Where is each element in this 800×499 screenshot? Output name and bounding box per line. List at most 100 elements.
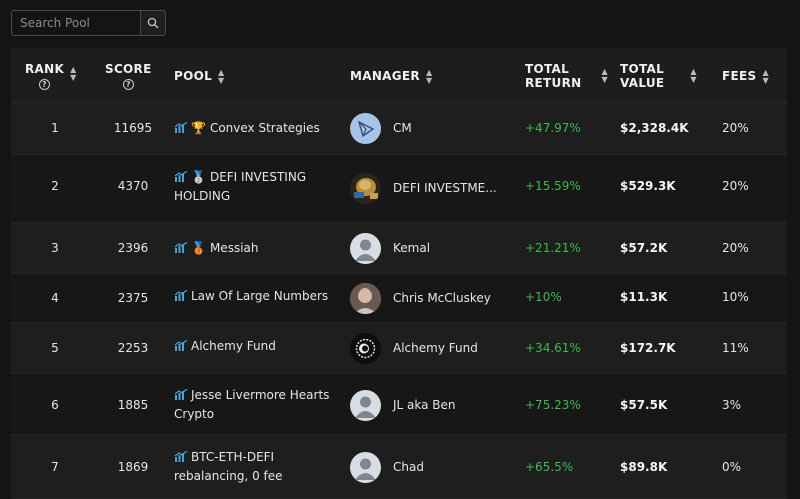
user-icon — [355, 239, 376, 261]
chart-icon — [174, 389, 188, 400]
total-return-cell: +34.61% — [525, 341, 581, 355]
pool-name: rebalancing, 0 fee — [174, 469, 283, 483]
manager-cell[interactable]: Chris McCluskey — [350, 283, 491, 314]
rank-cell: 1 — [51, 121, 59, 135]
score-cell: 1869 — [117, 460, 149, 474]
header-manager-label: MANAGER — [350, 69, 420, 83]
manager-name: JL aka Ben — [393, 398, 456, 412]
chart-icon — [174, 451, 188, 462]
fees-cell: 20% — [722, 241, 749, 255]
manager-cell[interactable]: CM — [350, 113, 412, 144]
header-score[interactable]: SCORE ? — [105, 62, 152, 90]
header-rank-label: RANK — [25, 62, 65, 76]
total-value-cell: $172.7K — [620, 341, 676, 355]
total-value-cell: $529.3K — [620, 179, 676, 193]
avatar — [350, 113, 381, 144]
fees-cell: 0% — [722, 460, 742, 474]
avatar — [350, 333, 381, 364]
fees-cell: 3% — [722, 398, 742, 412]
manager-name: Kemal — [393, 241, 431, 255]
search-input[interactable] — [11, 10, 141, 36]
chart-icon — [174, 242, 188, 253]
total-return-cell: +21.21% — [525, 241, 581, 255]
pool-name: Convex Strategies — [209, 121, 320, 135]
pool-cell[interactable]: Alchemy Fund — [174, 337, 339, 356]
pools-table: RANK ? ▲ ▼ SCORE ? POOL ▲ ▼ MANAGER ▲ ▼ TOT… — [11, 48, 787, 499]
total-value-cell: $89.8K — [620, 460, 668, 474]
score-cell: 11695 — [113, 121, 153, 135]
search-icon — [147, 17, 159, 29]
manager-cell[interactable]: DEFI INVESTME... — [350, 173, 497, 204]
table-row[interactable]: 4 2375 Law Of Large Numbers Chris McClus… — [11, 274, 787, 323]
table-row[interactable]: 1 11695 🏆 Convex Strategies CM +47.97% $2… — [11, 103, 787, 155]
total-return-cell: +47.97% — [525, 121, 581, 135]
pool-name: Law Of Large Numbers — [191, 289, 329, 303]
header-pool[interactable]: POOL ▲ ▼ — [174, 69, 225, 85]
table-row[interactable]: 7 1869 BTC-ETH-DEFI rebalancing, 0 fee C… — [11, 435, 787, 499]
fees-cell: 20% — [722, 179, 749, 193]
score-cell: 2396 — [117, 241, 149, 255]
chart-icon — [174, 122, 188, 133]
total-value-cell: $11.3K — [620, 290, 668, 304]
header-fees[interactable]: FEES ▲ ▼ — [722, 69, 769, 85]
pool-cell[interactable]: BTC-ETH-DEFI rebalancing, 0 fee — [174, 448, 339, 486]
help-icon[interactable]: ? — [122, 79, 134, 90]
chart-icon — [174, 340, 188, 351]
sort-icon[interactable]: ▲ ▼ — [70, 65, 77, 82]
sort-icon[interactable]: ▲ ▼ — [218, 68, 225, 85]
pool-cell[interactable]: Jesse Livermore Hearts Crypto — [174, 386, 339, 424]
pool-name: Jesse Livermore Hearts — [191, 388, 330, 402]
avatar — [350, 452, 381, 483]
sort-icon[interactable]: ▲ ▼ — [690, 67, 697, 84]
header-fees-label: FEES — [722, 69, 757, 83]
total-return-cell: +15.59% — [525, 179, 581, 193]
search-button[interactable] — [141, 10, 166, 36]
rank-cell: 7 — [51, 460, 59, 474]
fees-cell: 20% — [722, 121, 749, 135]
manager-cell[interactable]: JL aka Ben — [350, 390, 456, 421]
manager-name: Chris McCluskey — [393, 291, 491, 305]
avatar — [350, 173, 381, 204]
header-total-return[interactable]: TOTAL RETURN ▲ ▼ — [525, 62, 608, 90]
table-row[interactable]: 6 1885 Jesse Livermore Hearts Crypto JL … — [11, 374, 787, 435]
score-cell: 2375 — [117, 291, 149, 305]
total-return-cell: +75.23% — [525, 398, 581, 412]
sort-icon[interactable]: ▲ ▼ — [762, 68, 769, 85]
pool-name: Alchemy Fund — [191, 339, 276, 353]
photo-avatar-icon — [350, 173, 381, 204]
user-icon — [355, 396, 376, 418]
rank-cell: 4 — [51, 291, 59, 305]
pool-name: DEFI INVESTING — [209, 170, 307, 184]
avatar — [350, 390, 381, 421]
pool-cell[interactable]: 🥉 Messiah — [174, 239, 339, 258]
header-rank[interactable]: RANK ? ▲ ▼ — [25, 62, 77, 90]
bronze-medal-icon: 🥉 — [191, 241, 206, 255]
header-total-return-label: RETURN — [525, 76, 582, 90]
header-manager[interactable]: MANAGER ▲ ▼ — [350, 69, 432, 85]
convex-logo-icon — [357, 120, 374, 137]
search-bar — [11, 10, 166, 36]
pool-name: Crypto — [174, 407, 215, 421]
total-return-cell: +10% — [525, 290, 562, 304]
chart-icon — [174, 171, 188, 182]
score-cell: 2253 — [117, 341, 149, 355]
help-icon[interactable]: ? — [39, 79, 51, 90]
pool-cell[interactable]: 🏆 Convex Strategies — [174, 119, 339, 138]
manager-cell[interactable]: Alchemy Fund — [350, 333, 478, 364]
table-row[interactable]: 3 2396 🥉 Messiah Kemal +21.21% $57.2K 20% — [11, 223, 787, 274]
score-cell: 4370 — [117, 179, 149, 193]
sort-icon[interactable]: ▲ ▼ — [425, 68, 433, 85]
pool-cell[interactable]: 🥈 DEFI INVESTING HOLDING — [174, 168, 339, 206]
total-value-cell: $2,328.4K — [620, 121, 689, 135]
table-row[interactable]: 5 2253 Alchemy Fund Alchemy Fund +34.61%… — [11, 323, 787, 374]
header-total-value[interactable]: TOTAL VALUE ▲ ▼ — [620, 62, 697, 90]
pool-cell[interactable]: Law Of Large Numbers — [174, 287, 339, 306]
rank-cell: 2 — [51, 179, 59, 193]
sort-icon[interactable]: ▲ ▼ — [601, 67, 608, 84]
header-score-label: SCORE — [105, 62, 152, 76]
manager-cell[interactable]: Kemal — [350, 233, 430, 264]
fees-cell: 11% — [722, 341, 749, 355]
table-row[interactable]: 2 4370 🥈 DEFI INVESTING HOLDING DEFI INVE… — [11, 155, 787, 223]
photo-avatar-icon — [350, 283, 381, 314]
manager-cell[interactable]: Chad — [350, 452, 424, 483]
